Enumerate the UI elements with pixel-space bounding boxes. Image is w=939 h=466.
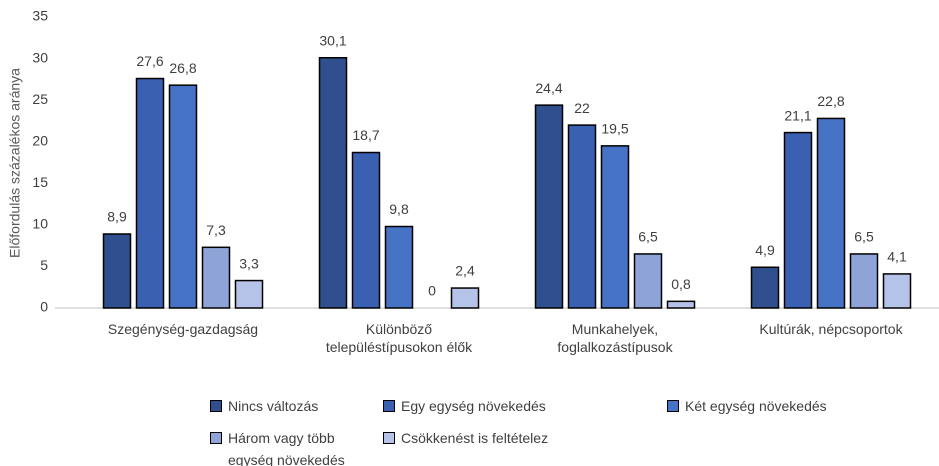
- legend-label: Nincs változás: [228, 398, 319, 414]
- bar: [168, 84, 198, 309]
- y-tick-label: 10: [32, 216, 48, 232]
- data-label: 4,9: [755, 242, 775, 258]
- legend-swatch: [667, 400, 679, 412]
- data-label: 8,9: [107, 209, 127, 225]
- x-tick-label: Munkahelyek, foglalkozástípusok: [557, 321, 673, 355]
- legend-item: Csökkenést is feltételez: [383, 427, 548, 449]
- y-tick-label: 15: [32, 174, 48, 190]
- bar: [666, 300, 696, 309]
- legend-item: Nincs változás: [210, 395, 318, 417]
- legend-item: Három vagy több egység növekedés: [210, 427, 378, 466]
- data-label: 9,8: [389, 201, 409, 217]
- data-label: 22,8: [817, 93, 844, 109]
- bar: [384, 225, 414, 309]
- legend-item: Egy egység növekedés: [383, 395, 546, 417]
- data-label: 6,5: [638, 229, 658, 245]
- bar: [201, 246, 231, 309]
- legend-label: Három vagy több egység növekedés: [228, 430, 345, 466]
- data-label: 7,3: [206, 222, 226, 238]
- data-label: 0,8: [671, 276, 691, 292]
- bar: [135, 77, 165, 309]
- data-label: 6,5: [854, 229, 874, 245]
- legend-item: Két egység növekedés: [667, 395, 827, 417]
- x-tick-label: Kultúrák, népcsoportok: [759, 321, 903, 337]
- bar: [102, 233, 132, 309]
- bar: [633, 253, 663, 309]
- legend-label: Két egység növekedés: [685, 398, 827, 414]
- y-tick-label: 30: [32, 49, 48, 65]
- data-label: 3,3: [239, 255, 259, 271]
- data-label: 27,6: [136, 53, 163, 69]
- legend-swatch: [210, 400, 222, 412]
- bar: [816, 117, 846, 309]
- legend-swatch: [383, 400, 395, 412]
- y-tick-label: 35: [32, 8, 48, 24]
- legend-label: Egy egység növekedés: [401, 398, 546, 414]
- bar: [783, 131, 813, 309]
- bar: [450, 287, 480, 309]
- data-label: 18,7: [352, 127, 379, 143]
- bar: [882, 273, 912, 309]
- data-label: 26,8: [169, 60, 196, 76]
- x-tick-label: Szegénység-gazdagság: [107, 321, 259, 337]
- y-tick-label: 0: [40, 299, 48, 315]
- y-tick-label: 25: [32, 91, 48, 107]
- bar: [234, 279, 264, 309]
- bar: [534, 104, 564, 309]
- bar: [750, 266, 780, 309]
- data-label: 21,1: [784, 107, 811, 123]
- legend-swatch: [210, 432, 222, 444]
- bar: [351, 151, 381, 309]
- legend-label: Csökkenést is feltételez: [401, 430, 549, 446]
- y-tick-label: 20: [32, 132, 48, 148]
- data-label: 24,4: [535, 80, 562, 96]
- data-label: 22: [574, 100, 590, 116]
- y-axis-label: Előfordulás százalékos aránya: [7, 68, 23, 258]
- data-label: 19,5: [601, 121, 628, 137]
- data-label: 4,1: [887, 249, 907, 265]
- x-tick-label: Különböző településtípusokon élők: [325, 321, 473, 355]
- bar: [318, 56, 348, 309]
- data-label: 30,1: [319, 32, 346, 48]
- bar: [849, 253, 879, 309]
- data-label: 2,4: [455, 263, 475, 279]
- data-label: 0: [428, 283, 436, 299]
- bar: [600, 145, 630, 309]
- legend-swatch: [383, 432, 395, 444]
- bar: [567, 124, 597, 309]
- y-tick-label: 5: [40, 257, 48, 273]
